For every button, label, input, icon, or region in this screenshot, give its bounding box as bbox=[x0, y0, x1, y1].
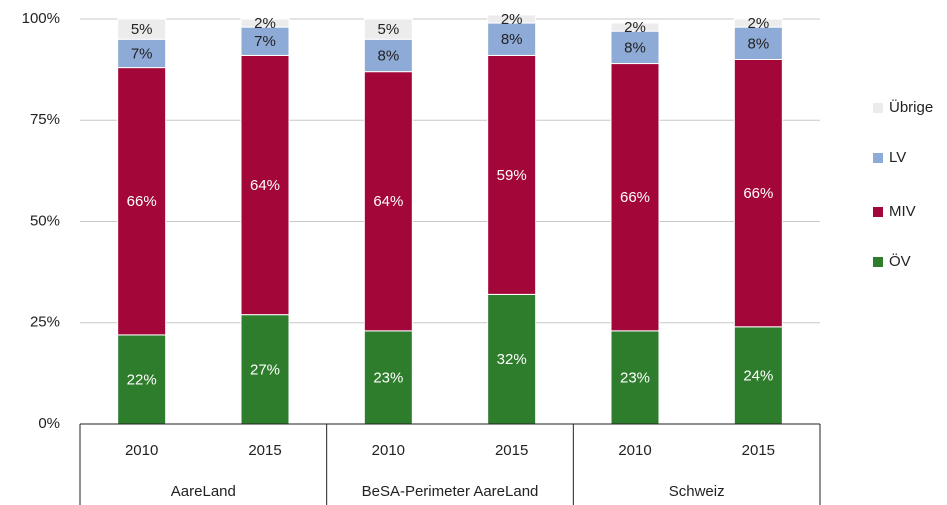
data-label: 2% bbox=[501, 11, 523, 28]
group-label: Schweiz bbox=[669, 483, 725, 500]
bar-segment bbox=[610, 22, 660, 32]
bar-segment bbox=[733, 26, 783, 61]
bar-segment bbox=[610, 30, 660, 65]
data-label: 66% bbox=[620, 189, 650, 206]
x-tick-label: 2010 bbox=[125, 442, 158, 459]
bar-segment bbox=[117, 18, 167, 40]
data-label: 2% bbox=[747, 15, 769, 32]
data-label: 27% bbox=[250, 361, 280, 378]
x-tick-label: 2010 bbox=[372, 442, 405, 459]
data-label: 5% bbox=[131, 21, 153, 38]
data-label: 7% bbox=[131, 45, 153, 62]
legend-label: LV bbox=[889, 149, 906, 166]
data-label: 2% bbox=[254, 15, 276, 32]
y-tick-label: 0% bbox=[38, 415, 60, 432]
data-label: 8% bbox=[624, 39, 646, 56]
bar-segment bbox=[240, 54, 290, 316]
data-label: 23% bbox=[620, 369, 650, 386]
data-label: 64% bbox=[250, 177, 280, 194]
group-label: AareLand bbox=[171, 483, 236, 500]
data-label: 66% bbox=[743, 185, 773, 202]
bar-segment bbox=[240, 26, 290, 56]
bar-segment bbox=[363, 18, 413, 40]
legend-swatch bbox=[873, 207, 883, 217]
group-label: BeSA-Perimeter AareLand bbox=[362, 483, 539, 500]
bar-segment bbox=[240, 314, 290, 425]
legend-swatch bbox=[873, 103, 883, 113]
bar-segment bbox=[117, 334, 167, 425]
bar-segment bbox=[610, 63, 660, 332]
data-label: 64% bbox=[373, 193, 403, 210]
bar-segment bbox=[363, 38, 413, 73]
bar-segment bbox=[733, 59, 783, 328]
data-label: 8% bbox=[501, 31, 523, 48]
bar-segment bbox=[487, 54, 537, 295]
data-label: 2% bbox=[624, 19, 646, 36]
data-label: 5% bbox=[377, 21, 399, 38]
x-tick-label: 2010 bbox=[618, 442, 651, 459]
data-label: 32% bbox=[497, 351, 527, 368]
y-tick-label: 25% bbox=[30, 314, 60, 331]
legend-label: ÖV bbox=[889, 252, 911, 270]
legend-label: Übrige bbox=[889, 98, 933, 116]
bar-segment bbox=[240, 18, 290, 28]
data-label: 24% bbox=[743, 367, 773, 384]
x-tick-label: 2015 bbox=[495, 442, 528, 459]
bar-segment bbox=[117, 67, 167, 336]
data-label: 7% bbox=[254, 33, 276, 50]
bar-segment bbox=[733, 18, 783, 28]
y-tick-label: 75% bbox=[30, 111, 60, 128]
bar-segment bbox=[610, 330, 660, 425]
x-tick-label: 2015 bbox=[742, 442, 775, 459]
data-label: 22% bbox=[127, 371, 157, 388]
x-tick-label: 2015 bbox=[248, 442, 281, 459]
bar-segment bbox=[363, 71, 413, 332]
legend-label: MIV bbox=[889, 203, 916, 220]
legend-swatch bbox=[873, 257, 883, 267]
data-label: 23% bbox=[373, 369, 403, 386]
data-label: 59% bbox=[497, 167, 527, 184]
bar-segment bbox=[487, 293, 537, 425]
data-label: 8% bbox=[377, 47, 399, 64]
data-label: 8% bbox=[747, 35, 769, 52]
legend-swatch bbox=[873, 153, 883, 163]
y-tick-label: 50% bbox=[30, 212, 60, 229]
data-label: 66% bbox=[127, 193, 157, 210]
y-tick-label: 100% bbox=[22, 10, 60, 27]
bar-segment bbox=[487, 14, 537, 24]
